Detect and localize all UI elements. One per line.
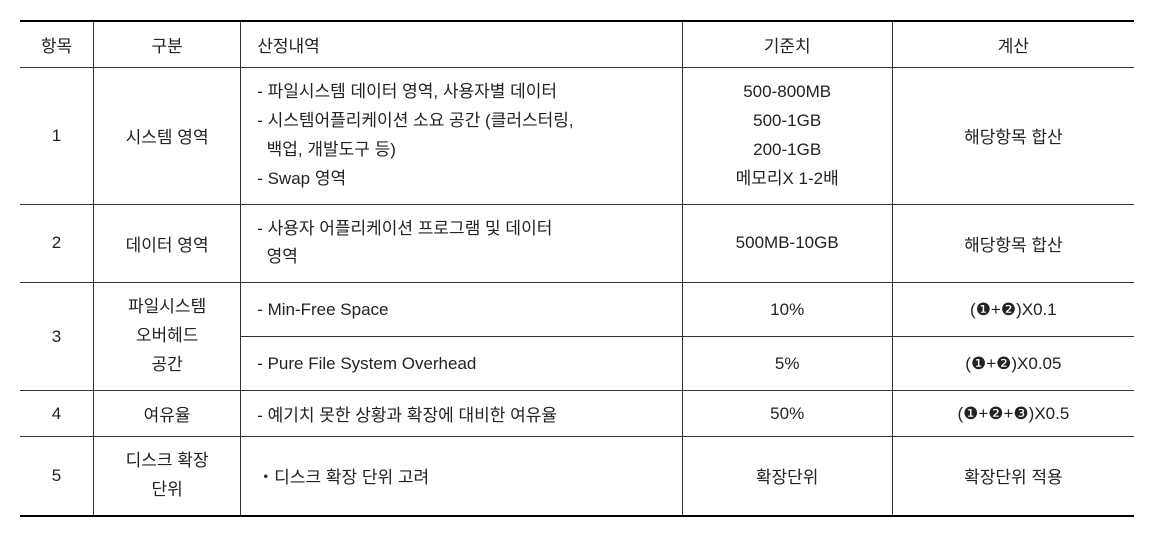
row3b-detail: - Pure File System Overhead (241, 337, 682, 391)
row1-idx: 1 (20, 68, 94, 205)
row3-cat-line1: 파일시스템 (106, 293, 228, 322)
disk-sizing-table: 항목 구분 산정내역 기준치 계산 1 시스템 영역 - 파일시스템 데이터 영… (20, 20, 1134, 517)
header-cat: 구분 (94, 21, 241, 68)
row4-calc: (❶+❷+❸)X0.5 (892, 391, 1134, 437)
row3a-detail: - Min-Free Space (241, 283, 682, 337)
row2-ref: 500MB-10GB (682, 204, 892, 283)
row2-calc: 해당항목 합산 (892, 204, 1134, 283)
header-ref: 기준치 (682, 21, 892, 68)
row4-cat: 여유율 (94, 391, 241, 437)
row5-ref: 확장단위 (682, 437, 892, 516)
row2-detail-line1: - 사용자 어플리케이션 프로그램 및 데이터 (257, 215, 669, 244)
row5-calc: 확장단위 적용 (892, 437, 1134, 516)
table-row: 4 여유율 - 예기치 못한 상황과 확장에 대비한 여유율 50% (❶+❷+… (20, 391, 1134, 437)
row3a-ref: 10% (682, 283, 892, 337)
row5-detail: ・디스크 확장 단위 고려 (241, 437, 682, 516)
row3b-ref: 5% (682, 337, 892, 391)
header-idx: 항목 (20, 21, 94, 68)
row1-ref-line1: 500-800MB (695, 78, 880, 107)
row5-cat: 디스크 확장 단위 (94, 437, 241, 516)
table-row: 5 디스크 확장 단위 ・디스크 확장 단위 고려 확장단위 확장단위 적용 (20, 437, 1134, 516)
row2-idx: 2 (20, 204, 94, 283)
row5-cat-line1: 디스크 확장 (106, 447, 228, 476)
row4-idx: 4 (20, 391, 94, 437)
row5-cat-line2: 단위 (106, 476, 228, 505)
row1-detail-line3: 백업, 개발도구 등) (257, 136, 669, 165)
row1-ref-line2: 500-1GB (695, 107, 880, 136)
row3-idx: 3 (20, 283, 94, 391)
row1-calc: 해당항목 합산 (892, 68, 1134, 205)
row1-ref: 500-800MB 500-1GB 200-1GB 메모리X 1-2배 (682, 68, 892, 205)
table-row: 1 시스템 영역 - 파일시스템 데이터 영역, 사용자별 데이터 - 시스템어… (20, 68, 1134, 205)
row1-cat: 시스템 영역 (94, 68, 241, 205)
row3-cat: 파일시스템 오버헤드 공간 (94, 283, 241, 391)
row2-detail-line2: 영역 (257, 243, 669, 272)
row1-detail-line4: - Swap 영역 (257, 165, 669, 194)
row5-idx: 5 (20, 437, 94, 516)
row1-detail-line1: - 파일시스템 데이터 영역, 사용자별 데이터 (257, 78, 669, 107)
row3b-calc: (❶+❷)X0.05 (892, 337, 1134, 391)
row3-cat-line2: 오버헤드 (106, 322, 228, 351)
table-row: 3 파일시스템 오버헤드 공간 - Min-Free Space 10% (❶+… (20, 283, 1134, 337)
row2-cat: 데이터 영역 (94, 204, 241, 283)
row2-detail: - 사용자 어플리케이션 프로그램 및 데이터 영역 (241, 204, 682, 283)
row4-ref: 50% (682, 391, 892, 437)
header-calc: 계산 (892, 21, 1134, 68)
row4-detail: - 예기치 못한 상황과 확장에 대비한 여유율 (241, 391, 682, 437)
row3-cat-line3: 공간 (106, 351, 228, 380)
table-header-row: 항목 구분 산정내역 기준치 계산 (20, 21, 1134, 68)
row1-ref-line3: 200-1GB (695, 136, 880, 165)
row1-ref-line4: 메모리X 1-2배 (695, 165, 880, 194)
row1-detail: - 파일시스템 데이터 영역, 사용자별 데이터 - 시스템어플리케이션 소요 … (241, 68, 682, 205)
row3a-calc: (❶+❷)X0.1 (892, 283, 1134, 337)
header-detail: 산정내역 (241, 21, 682, 68)
table-row: 2 데이터 영역 - 사용자 어플리케이션 프로그램 및 데이터 영역 500M… (20, 204, 1134, 283)
row1-detail-line2: - 시스템어플리케이션 소요 공간 (클러스터링, (257, 107, 669, 136)
